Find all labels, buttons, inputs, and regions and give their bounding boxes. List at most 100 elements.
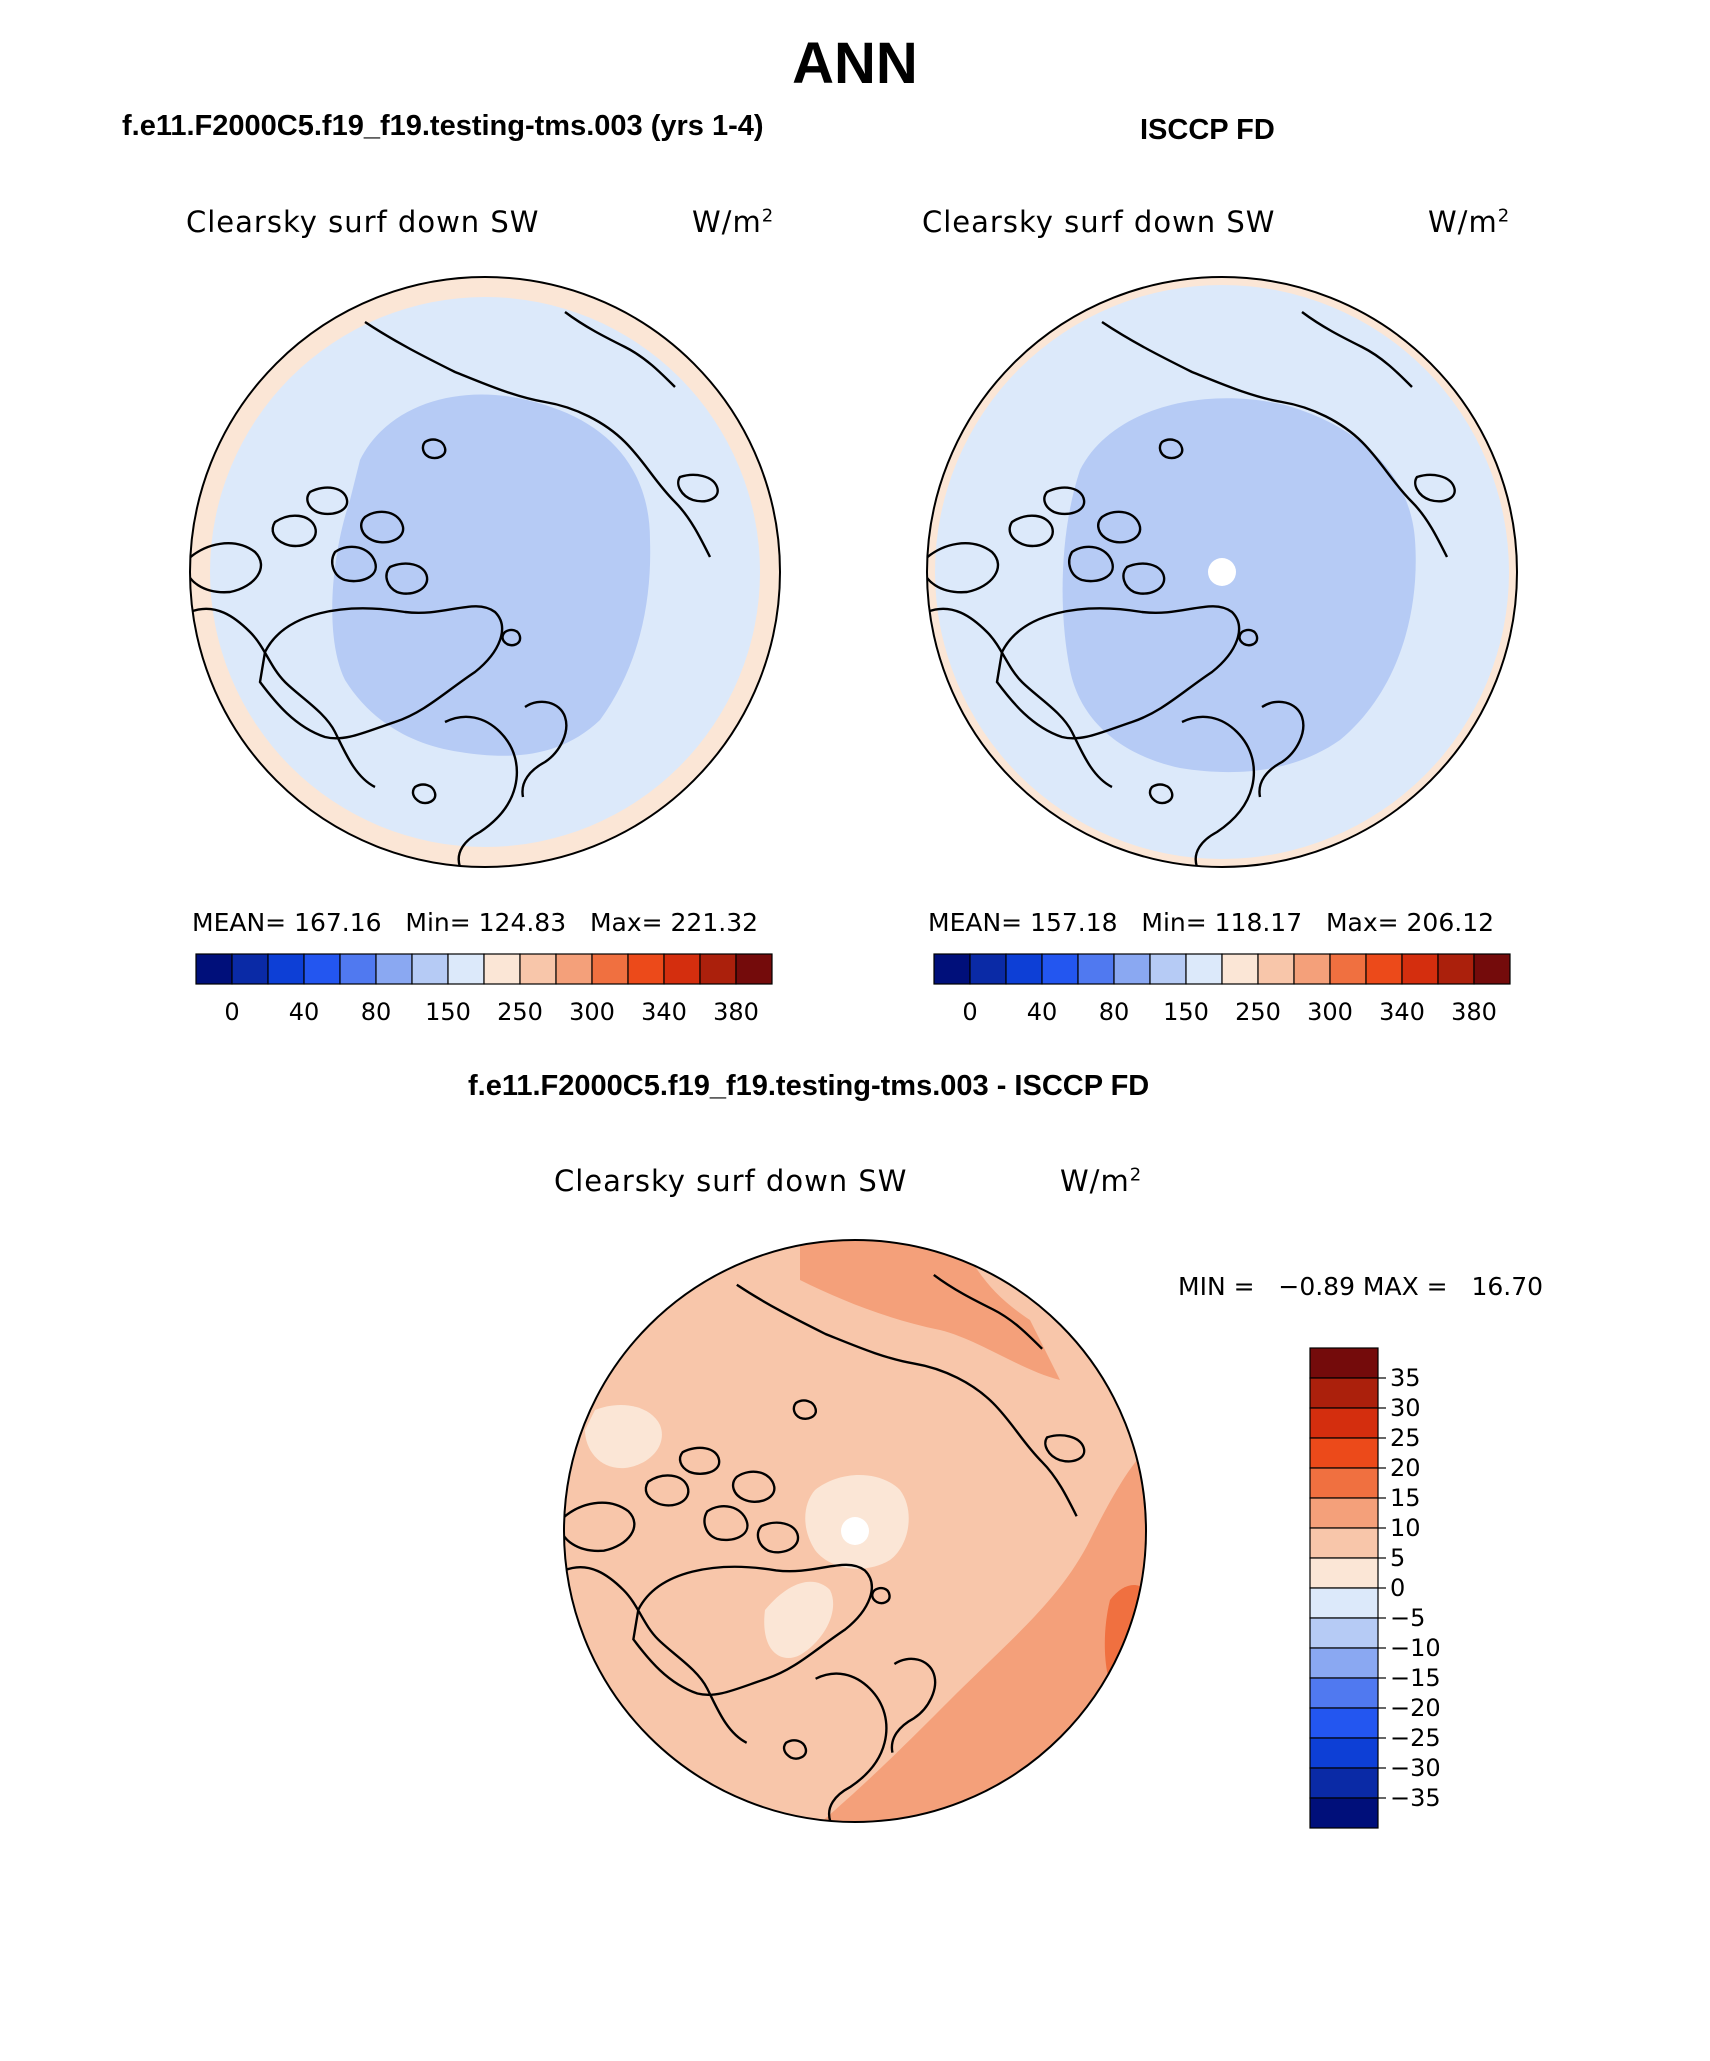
panel-1-colorbar-tick-label: 40	[289, 998, 320, 1026]
panel-1-colorbar-swatch	[555, 953, 593, 985]
panel-2-colorbar-tick-label: 340	[1379, 998, 1425, 1026]
panel-1-colorbar-swatch	[411, 953, 449, 985]
panel-3-colorbar-tick-label: −20	[1390, 1694, 1441, 1722]
panel-3-colorbar-swatch	[1309, 1407, 1379, 1439]
panel-2-colorbar-tick-label: 300	[1307, 998, 1353, 1026]
panel-2-stats: MEAN= 157.18 Min= 118.17 Max= 206.12	[928, 908, 1495, 937]
panel-2-colorbar-swatch	[1401, 953, 1439, 985]
panel-2-colorbar-swatch	[1437, 953, 1475, 985]
panel-1-colorbar-swatch	[375, 953, 413, 985]
panel-3-colorbar-swatch	[1309, 1527, 1379, 1559]
panel-2-colorbar-swatch	[1293, 953, 1331, 985]
panel-3-colorbar-tick-label: −25	[1390, 1724, 1441, 1752]
panel-3-colorbar-swatch	[1309, 1647, 1379, 1679]
panel-2-colorbar: 0 40 80 150 250 300 340 380	[933, 953, 1511, 1026]
panel-1-colorbar-swatch	[591, 953, 629, 985]
panel-1-colorbar-tick-label: 380	[713, 998, 759, 1026]
panel-2-colorbar-swatch	[1149, 953, 1187, 985]
panel-1-colorbar: 0 40 80 150 250 300 340 380	[195, 953, 773, 1026]
panel-1-colorbar-tick-label: 80	[361, 998, 392, 1026]
panel-3-colorbar-tick-label: 35	[1390, 1364, 1421, 1392]
panel-1-colorbar-tick-label: 340	[641, 998, 687, 1026]
panel-1-colorbar-swatch	[267, 953, 305, 985]
panel-2-colorbar-swatch	[1185, 953, 1223, 985]
panel-3-colorbar-tick-label: −10	[1390, 1634, 1441, 1662]
panel-1-colorbar-swatch	[699, 953, 737, 985]
panel-3-colorbar-swatch	[1309, 1587, 1379, 1619]
panel-3-colorbar-tick-label: 0	[1390, 1574, 1405, 1602]
panel-2-colorbar-swatch	[1041, 953, 1079, 985]
panel-2-colorbar-tick-label: 80	[1099, 998, 1130, 1026]
panel-3-colorbar-swatch	[1309, 1467, 1379, 1499]
panel-1-stats: MEAN= 167.16 Min= 124.83 Max= 221.32	[192, 908, 759, 937]
panel-3-colorbar-swatch	[1309, 1677, 1379, 1709]
panel-3-colorbar-swatch	[1309, 1497, 1379, 1529]
panel-2-case-title: ISCCP FD	[1140, 114, 1275, 146]
panel-2-colorbar-tick-label: 250	[1235, 998, 1281, 1026]
panel-3-map-border	[563, 1239, 1147, 1823]
panel-3-colorbar-tick-label: −30	[1390, 1754, 1441, 1782]
panel-2-pole-missing	[1208, 558, 1236, 586]
figure-title: ANN	[792, 31, 918, 96]
panel-1-colorbar-swatch	[231, 953, 269, 985]
panel-3-colorbar-tick-label: −35	[1390, 1784, 1441, 1812]
panel-3-colorbar-tick-label: 25	[1390, 1424, 1421, 1452]
panel-3-colorbar-tick-label: 30	[1390, 1394, 1421, 1422]
panel-1-case-title: f.e11.F2000C5.f19_f19.testing-tms.003 (y…	[122, 110, 764, 142]
panel-1-colorbar-swatch	[483, 953, 521, 985]
panel-1-map	[189, 276, 781, 868]
panel-3-max-fill	[1104, 1585, 1146, 1700]
panel-3-pole-missing	[841, 1517, 869, 1545]
panel-1-colorbar-tick-label: 150	[425, 998, 471, 1026]
panel-3-stats: MIN = −0.89 MAX = 16.70	[1178, 1272, 1544, 1301]
panel-3-map	[563, 1239, 1147, 1823]
panel-2-colorbar-swatch	[1077, 953, 1115, 985]
panel-1-colorbar-swatch	[339, 953, 377, 985]
panel-3-colorbar-tick-label: 5	[1390, 1544, 1405, 1572]
panel-3-high-north-fill	[800, 1240, 1060, 1380]
panel-3-case-title: f.e11.F2000C5.f19_f19.testing-tms.003 - …	[468, 1070, 1150, 1102]
panel-3-colorbar-swatch	[1309, 1737, 1379, 1769]
panel-1-colorbar-swatch	[627, 953, 665, 985]
panel-3-colorbar-swatch	[1309, 1557, 1379, 1589]
panel-1-colorbar-tick-label: 300	[569, 998, 615, 1026]
panel-1-colorbar-swatch	[735, 953, 773, 985]
panel-3-colorbar-tick-label: 10	[1390, 1514, 1421, 1542]
panel-3-units-label: W/m2	[1060, 1164, 1143, 1198]
panel-3-colorbar-tick-label: 20	[1390, 1454, 1421, 1482]
panel-1-variable-label: Clearsky surf down SW	[186, 205, 540, 239]
panel-1-colorbar-swatch	[303, 953, 341, 985]
panel-1-units-label: W/m2	[692, 205, 775, 239]
panel-3-greenland-low-fill	[764, 1581, 834, 1658]
panel-1-colorbar-swatch	[663, 953, 701, 985]
panel-2-colorbar-tick-label: 0	[962, 998, 977, 1026]
panel-2-colorbar-tick-label: 40	[1027, 998, 1058, 1026]
panel-3-colorbar-swatch	[1309, 1347, 1379, 1379]
panel-2-colorbar-swatch	[1329, 953, 1367, 985]
panel-2-colorbar-swatch	[969, 953, 1007, 985]
panel-2-colorbar-swatch	[1365, 953, 1403, 985]
panel-3-colorbar-swatch	[1309, 1707, 1379, 1739]
panel-2-colorbar-tick-label: 150	[1163, 998, 1209, 1026]
panel-3-colorbar-swatch	[1309, 1377, 1379, 1409]
panel-1-colorbar-tick-label: 0	[224, 998, 239, 1026]
panel-2-colorbar-tick-label: 380	[1451, 998, 1497, 1026]
panel-2-map	[926, 276, 1518, 868]
panel-2-colorbar-swatch	[1221, 953, 1259, 985]
panel-3-west-low-fill	[585, 1405, 662, 1469]
panel-2-units-label: W/m2	[1428, 205, 1511, 239]
panel-3-colorbar-swatch	[1309, 1437, 1379, 1469]
panel-3-colorbar-tick-label: 15	[1390, 1484, 1421, 1512]
panel-3-colorbar-swatch	[1309, 1797, 1379, 1829]
panel-2-inner-low-fill	[1062, 398, 1416, 773]
panel-1-colorbar-tick-label: 250	[497, 998, 543, 1026]
panel-2-colorbar-swatch	[1113, 953, 1151, 985]
panel-1-colorbar-swatch	[195, 953, 233, 985]
panel-2-variable-label: Clearsky surf down SW	[922, 205, 1276, 239]
panel-1-colorbar-swatch	[447, 953, 485, 985]
panel-1-inner-low-fill	[332, 394, 651, 756]
panel-2-map-border	[926, 276, 1518, 868]
panel-3-colorbar-swatch	[1309, 1767, 1379, 1799]
